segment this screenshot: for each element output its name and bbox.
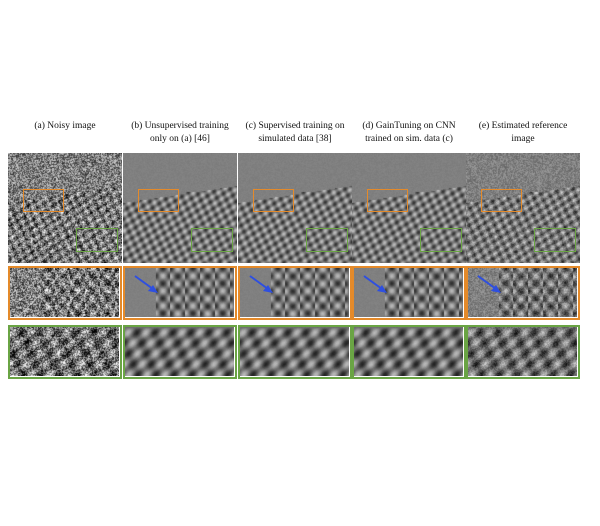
panel-e-green-zoom (466, 325, 580, 379)
blue-arrow-icon (134, 275, 158, 293)
blue-arrow-icon (249, 275, 273, 293)
green-roi-box (306, 228, 348, 252)
panel-d-orange-zoom (352, 266, 466, 320)
panel-c-full (238, 153, 352, 263)
green-roi-box (420, 228, 462, 252)
panel-b-full (123, 153, 237, 263)
caption-c: (c) Supervised training on simulated dat… (245, 121, 345, 144)
panel-c-green-zoom (238, 325, 352, 379)
panel-a-orange-zoom (8, 266, 122, 320)
panel-a-full (8, 153, 122, 263)
panel-c-orange-zoom (238, 266, 352, 320)
caption-e: (e) Estimated reference image (478, 121, 568, 144)
orange-roi-box (23, 189, 64, 212)
green-roi-box (534, 228, 576, 252)
orange-roi-box (481, 189, 522, 212)
panel-a-green-zoom (8, 325, 122, 379)
panel-d-green-zoom (352, 325, 466, 379)
panel-b-green-zoom (123, 325, 237, 379)
panel-d-full (352, 153, 466, 263)
blue-arrow-icon (477, 275, 501, 293)
caption-a: (a) Noisy image (34, 121, 96, 131)
panel-e-orange-zoom (466, 266, 580, 320)
orange-roi-box (367, 189, 408, 212)
green-roi-box (191, 228, 233, 252)
panel-e-full (466, 153, 580, 263)
orange-roi-box (253, 189, 294, 212)
caption-b: (b) Unsupervised training only on (a) [4… (131, 121, 229, 144)
green-roi-box (76, 228, 118, 252)
panel-b-orange-zoom (123, 266, 237, 320)
blue-arrow-icon (363, 275, 387, 293)
orange-roi-box (138, 189, 179, 212)
caption-d: (d) GainTuning on CNN trained on sim. da… (362, 121, 456, 144)
